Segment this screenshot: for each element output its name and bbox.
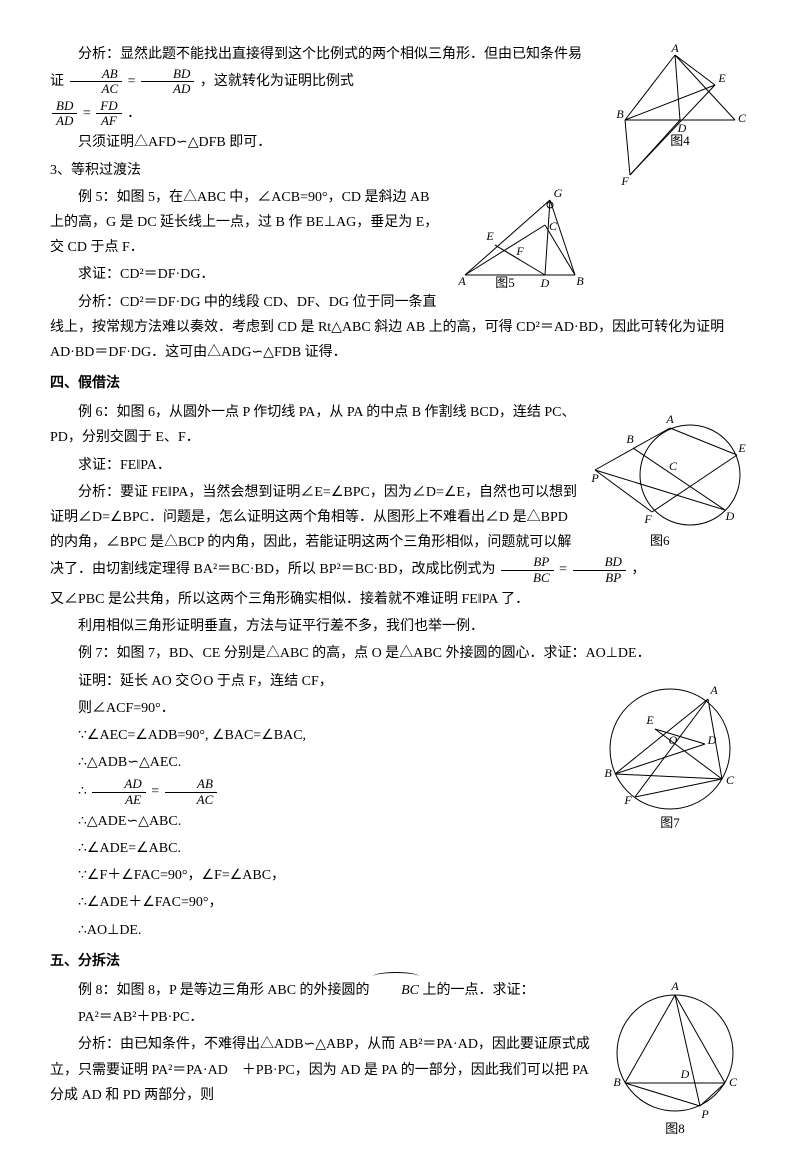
text-p2: ． (127, 106, 141, 121)
fig6-d: D (725, 509, 735, 523)
text-p11: 又∠PBC 是公共角，所以这两个三角形确实相似．接着就不难证明 FE‖PA 了． (50, 587, 750, 612)
fig4-lbl-b: B (616, 107, 624, 121)
t18a: ∴ (78, 784, 87, 799)
fig5-b: B (576, 274, 584, 288)
fig8-c: C (729, 1075, 738, 1089)
fig4-lbl-a: A (670, 41, 679, 55)
fig5-c: C (549, 219, 558, 233)
fig8-d: D (680, 1067, 690, 1081)
fig7-b: B (604, 766, 612, 780)
fig8-caption: 图8 (665, 1121, 685, 1136)
fig5-d: D (540, 276, 550, 290)
fig6-c: C (669, 459, 678, 473)
fig4-lbl-f: F (620, 174, 629, 188)
t24a: 例 8：如图 8，P 是等边三角形 ABC 的外接圆的 (78, 983, 370, 998)
t10b: ， (631, 562, 645, 577)
fig5-e: E (485, 229, 494, 243)
fig7-f: F (623, 793, 632, 807)
text-p5: 例 5：如图 5，在△ABC 中，∠ACB=90°，CD 是斜边 AB 上的高，… (50, 185, 750, 261)
fig7-c: C (726, 773, 735, 787)
fig7-e: E (645, 713, 654, 727)
eq-sign: = (128, 74, 139, 89)
text-p20: ∴∠ADE=∠ABC. (50, 836, 750, 861)
figure-6: A B C D E F P 图6 (590, 400, 750, 550)
fig7-caption: 图7 (660, 815, 680, 830)
text-p1b: ，这就转化为证明比例式 (200, 74, 354, 89)
fig7-a: A (709, 683, 718, 697)
text-p12: 利用相似三角形证明垂直，方法与证平行差不多，我们也举一例． (50, 614, 750, 639)
frac-ab-ac: ABAC (70, 67, 123, 97)
eq4: = (151, 784, 162, 799)
fig7-o: O (669, 733, 678, 747)
text-p23: ∴AO⊥DE. (50, 918, 750, 943)
t10a: 分析：要证 FE‖PA，当然会想到证明∠E=∠BPC，因为∠D=∠E，自然也可以… (50, 485, 577, 578)
figure-7: A B C D E F O 图7 (590, 669, 750, 834)
fig4-caption: 图4 (670, 133, 690, 148)
fig5-f: F (515, 244, 524, 258)
fig6-e: E (737, 441, 746, 455)
fig8-b: B (613, 1075, 621, 1089)
fig6-f: F (643, 512, 652, 526)
frac-ad-ae: ADAE (92, 777, 145, 807)
fig6-a: A (665, 412, 674, 426)
fig6-caption: 图6 (650, 533, 670, 548)
text-p13: 例 7：如图 7，BD、CE 分别是△ABC 的高，点 O 是△ABC 外接圆的… (50, 641, 750, 666)
fig4-lbl-c: C (738, 111, 747, 125)
frac-bd-bp: BDBP (573, 555, 626, 585)
frac-ab-ac2: ABAC (165, 777, 218, 807)
text-p6: 求证：CD²＝DF·DG． (50, 262, 750, 287)
section-4-head: 四、假借法 (50, 371, 750, 396)
arc-bc: BC (401, 983, 419, 998)
fig5-caption: 图5 (495, 275, 515, 290)
section-5-head: 五、分拆法 (50, 949, 750, 974)
frac-bd-ad: BDAD (141, 67, 194, 97)
frac-bd-ad2: BDAD (52, 99, 77, 129)
fig5-a: A (457, 274, 466, 288)
eq-sign2: = (83, 106, 94, 121)
fig8-p: P (700, 1107, 709, 1121)
fig4-lbl-e: E (717, 71, 726, 85)
text-p7: 分析：CD²＝DF·DG 中的线段 CD、DF、DG 位于同一条直线上，按常规方… (50, 290, 750, 366)
frac-fd-af: FDAF (96, 99, 121, 129)
text-p22: ∴∠ADE＋∠FAC=90°， (50, 890, 750, 915)
fig7-d: D (707, 733, 717, 747)
figure-8: A B C D P 图8 (600, 978, 750, 1138)
t24b: 上的一点．求证： (422, 983, 534, 998)
eq3: = (559, 562, 570, 577)
fig5-g: G (554, 186, 563, 200)
figure-4: A B C D E F 图4 (600, 40, 750, 190)
figure-5: A B C D E F G 图5 (450, 185, 590, 295)
fig8-a: A (670, 979, 679, 993)
text-p21: ∵∠F＋∠FAC=90°，∠F=∠ABC， (50, 863, 750, 888)
frac-bp-bc: BPBC (501, 555, 554, 585)
fig6-p: P (590, 471, 599, 485)
fig6-b: B (626, 432, 634, 446)
